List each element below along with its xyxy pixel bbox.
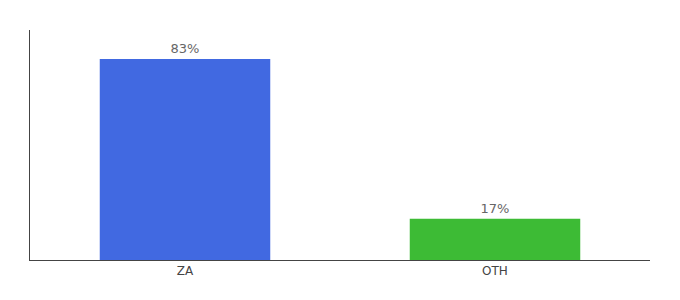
svg-text:OTH: OTH [482, 264, 508, 278]
svg-text:ZA: ZA [177, 264, 194, 278]
svg-text:17%: 17% [481, 201, 510, 216]
svg-text:83%: 83% [171, 41, 200, 56]
